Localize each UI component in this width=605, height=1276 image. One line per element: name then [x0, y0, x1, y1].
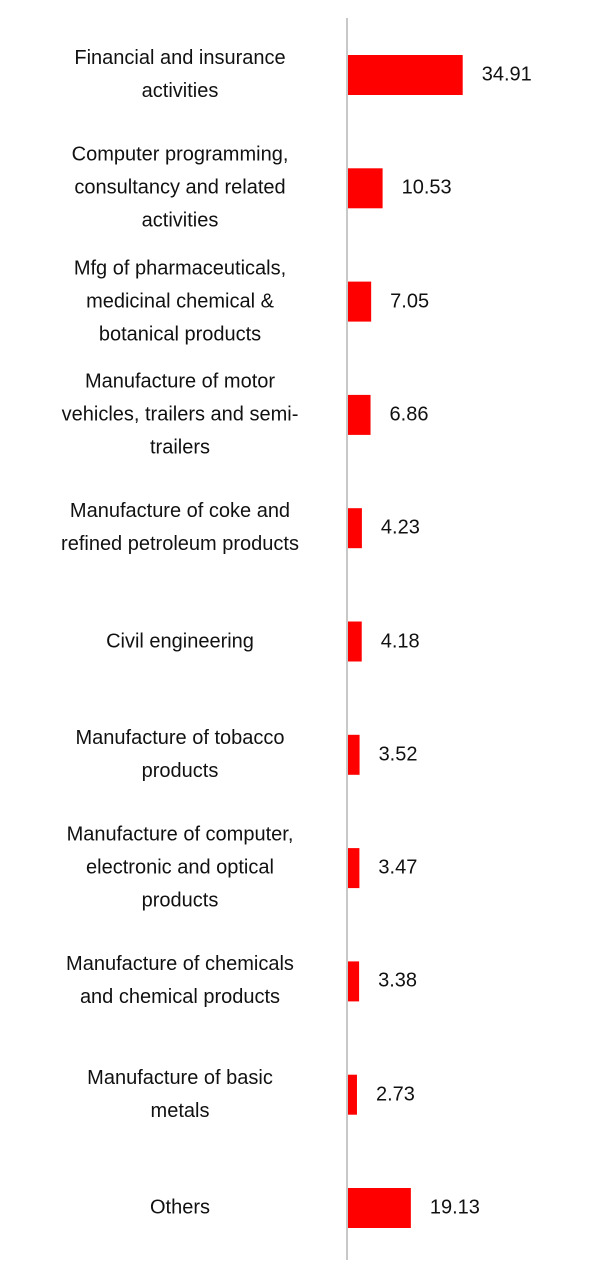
category-label-line: Manufacture of motor — [84, 370, 276, 393]
bar-value-label: 3.47 — [378, 856, 418, 879]
category-label-line: botanical products — [98, 323, 262, 346]
category-label-line: vehicles, trailers and semi- — [61, 403, 299, 426]
bar — [348, 394, 371, 435]
category-label-line: Others — [149, 1196, 211, 1219]
category-label-line: products — [141, 889, 219, 912]
category-label: Manufacture of coke and refined petroleum… — [30, 495, 330, 561]
category-label-line: Computer programming, — [71, 143, 289, 166]
category-label-line: consultancy and related — [74, 176, 286, 199]
category-label-line: activities — [141, 209, 219, 232]
bar-value-label: 3.38 — [378, 969, 418, 992]
bar-value-label: 2.73 — [375, 1083, 415, 1106]
category-label: Manufacture of basic metals — [30, 1062, 330, 1128]
category-label: Manufacture of computer, electronic and o… — [30, 819, 330, 918]
category-label-line: electronic and optical — [86, 856, 274, 879]
category-label-line: Financial and insurance — [74, 47, 286, 69]
category-label: Civil engineering — [30, 625, 330, 658]
category-label-line: refined petroleum products — [61, 533, 299, 556]
category-label: Manufacture of motor vehicles, trailers a… — [30, 365, 330, 464]
category-label-line: and chemical products — [79, 986, 281, 1009]
category-label-line: Manufacture of computer, — [66, 823, 294, 846]
bar-value-label: 19.13 — [429, 1196, 480, 1219]
bar — [348, 168, 383, 209]
category-label-line: Civil engineering — [106, 630, 254, 652]
bar — [348, 55, 463, 95]
bar-value-label: 3.52 — [378, 743, 418, 766]
category-label: Manufacture of chemicals and chemical pro… — [30, 948, 330, 1014]
category-label: Others — [30, 1192, 330, 1225]
bar — [348, 508, 362, 549]
bar — [348, 621, 362, 662]
bar — [348, 1074, 357, 1115]
category-label: Financial and insurance activities — [30, 42, 330, 108]
category-label-line: activities — [141, 80, 219, 102]
bar-value-label: 6.86 — [389, 403, 429, 426]
category-label-line: products — [141, 759, 219, 782]
category-label: Computer programming, consultancy and rel… — [30, 139, 330, 238]
bar — [348, 1188, 411, 1228]
bar-value-label: 4.18 — [380, 630, 420, 652]
category-label-line: Manufacture of coke and — [69, 500, 291, 523]
category-label-line: Mfg of pharmaceuticals, — [73, 257, 287, 280]
category-label: Manufacture of tobacco products — [30, 722, 330, 788]
category-label: Mfg of pharmaceuticals, medicinal chemica… — [30, 252, 330, 351]
bar-value-label: 7.05 — [390, 290, 430, 313]
category-label-line: Manufacture of tobacco — [75, 726, 285, 749]
category-label-line: metals — [150, 1099, 210, 1122]
bar — [348, 281, 372, 322]
bar — [348, 961, 360, 1002]
bar — [348, 848, 360, 889]
category-label-line: Manufacture of basic — [87, 1066, 273, 1089]
category-label-line: trailers — [149, 436, 210, 459]
category-label-line: Manufacture of chemicals — [66, 953, 294, 976]
bar-value-label: 10.53 — [401, 176, 452, 199]
category-label-line: medicinal chemical & — [86, 290, 274, 313]
bar-value-label: 34.91 — [481, 63, 532, 86]
bar-value-label: 4.23 — [380, 516, 420, 539]
bar — [348, 734, 360, 775]
